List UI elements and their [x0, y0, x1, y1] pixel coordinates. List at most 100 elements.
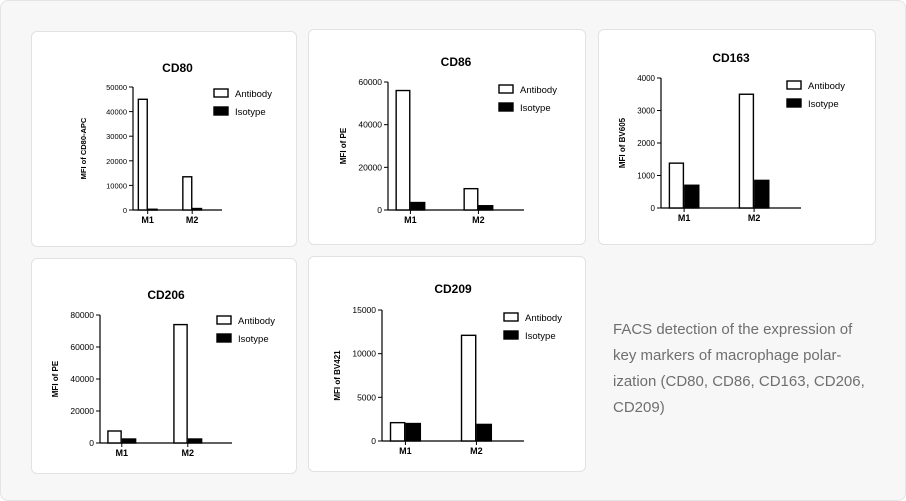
legend-label-isotype: Isotype [520, 103, 551, 114]
bar-chart-cd209: CD209 0 5000 10000 15000 MFI of BV421 M1 M2 Anti… [333, 282, 562, 456]
bar-isotype-m2 [478, 205, 494, 211]
bar-chart-cd206: CD206 0 20000 40000 60000 80000 MFI of PE M1 M2 A… [51, 288, 275, 458]
legend-label-antibody: Antibody [235, 89, 272, 100]
x-tick-label: M1 [404, 215, 417, 225]
y-tick-label: 0 [651, 204, 656, 213]
legend-label-isotype: Isotype [525, 331, 556, 342]
y-tick-label: 0 [371, 436, 376, 446]
chart-title: CD163 [712, 51, 750, 65]
y-tick-label: 40000 [358, 120, 382, 130]
legend-swatch-isotype [213, 106, 229, 116]
caption-line: FACS detection of the expression of [613, 321, 853, 338]
legend-swatch-antibody [216, 315, 232, 325]
x-tick-label: M2 [182, 448, 195, 458]
chart-title: CD209 [434, 282, 472, 296]
legend-swatch-isotype [498, 102, 514, 112]
x-tick-label: M2 [470, 446, 483, 456]
y-tick-label: 4000 [637, 74, 655, 83]
legend-label-isotype: Isotype [235, 107, 266, 118]
caption-line: CD209) [613, 399, 665, 416]
y-tick-label: 10000 [106, 181, 127, 190]
legend-swatch-antibody [213, 88, 229, 98]
bar-antibody-m1 [137, 98, 148, 211]
legend-swatch-antibody [786, 80, 802, 90]
bar-antibody-m1 [389, 421, 406, 442]
legend-label-antibody: Antibody [808, 81, 845, 92]
y-tick-label: 0 [377, 205, 382, 215]
legend-swatch-antibody [503, 312, 519, 322]
legend-label-antibody: Antibody [520, 85, 557, 96]
bar-isotype-m2 [754, 179, 770, 209]
bar-chart-cd86: CD86 0 20000 40000 60000 MFI of PE M1 M2 Antibod… [339, 55, 557, 225]
legend-label-antibody: Antibody [525, 313, 562, 324]
y-tick-label: 60000 [70, 342, 94, 352]
y-axis-label: MFI of CD80-APC [79, 117, 88, 179]
legend-swatch-isotype [503, 330, 519, 340]
y-tick-label: 60000 [358, 77, 382, 87]
bar-antibody-m2 [460, 334, 477, 442]
chart-card-cd86: CD86 0 20000 40000 60000 MFI of PE M1 M2 Antibod… [308, 29, 586, 245]
bar-antibody-m2 [738, 93, 755, 209]
y-axis-label: MFI of PE [339, 127, 348, 164]
chart-title: CD86 [441, 55, 472, 69]
x-tick-label: M2 [472, 215, 485, 225]
legend-label-isotype: Isotype [808, 99, 839, 110]
bar-isotype-m1 [410, 201, 426, 211]
y-tick-label: 20000 [106, 157, 127, 166]
y-tick-label: 80000 [70, 310, 94, 320]
bar-antibody-m2 [463, 187, 479, 211]
caption-line: ization (CD80, CD86, CD163, CD206, [613, 373, 865, 390]
bar-antibody-m1 [395, 89, 411, 211]
x-tick-label: M2 [186, 215, 199, 225]
y-tick-label: 20000 [70, 406, 94, 416]
y-tick-label: 5000 [357, 392, 376, 402]
bar-isotype-m1 [121, 438, 137, 444]
chart-card-cd80: CD80 0 10000 20000 30000 40000 50000 MFI of CD8… [31, 31, 297, 247]
x-tick-label: M1 [399, 446, 412, 456]
bar-isotype-m2 [187, 438, 203, 444]
bar-antibody-m2 [173, 323, 188, 444]
chart-card-cd163: CD163 0 1000 2000 3000 4000 MFI of BV605 M1 M2 An… [598, 29, 876, 245]
chart-card-cd206: CD206 0 20000 40000 60000 80000 MFI of PE M1 M2 A… [31, 258, 297, 474]
caption-line: key markers of macrophage polar- [613, 347, 842, 364]
y-tick-label: 0 [123, 206, 127, 215]
y-tick-label: 10000 [352, 349, 376, 359]
chart-card-cd209: CD209 0 5000 10000 15000 MFI of BV421 M1 M2 Anti… [308, 256, 586, 472]
figure-caption: FACS detection of the expression of key … [613, 317, 885, 421]
y-tick-label: 15000 [352, 305, 376, 315]
bar-antibody-m1 [107, 430, 122, 444]
bar-antibody-m1 [668, 162, 685, 209]
y-axis-label: MFI of PE [51, 360, 60, 397]
bar-isotype-m2 [191, 207, 203, 211]
bar-chart-cd163: CD163 0 1000 2000 3000 4000 MFI of BV605 M1 M2 An… [618, 51, 845, 223]
bar-chart-cd80: CD80 0 10000 20000 30000 40000 50000 MFI of CD8… [79, 61, 272, 225]
chart-title: CD80 [162, 61, 193, 75]
y-tick-label: 3000 [637, 107, 655, 116]
bar-isotype-m1 [147, 208, 158, 211]
x-tick-label: M2 [748, 213, 761, 223]
legend-swatch-isotype [216, 333, 232, 343]
legend-label-isotype: Isotype [238, 334, 269, 345]
y-tick-label: 40000 [70, 374, 94, 384]
legend-swatch-antibody [498, 84, 514, 94]
x-tick-label: M1 [141, 215, 154, 225]
bar-isotype-m1 [405, 422, 422, 442]
y-tick-label: 20000 [358, 162, 382, 172]
y-tick-label: 40000 [106, 108, 127, 117]
x-tick-label: M1 [116, 448, 129, 458]
y-tick-label: 30000 [106, 132, 127, 141]
bar-antibody-m2 [182, 176, 193, 211]
y-tick-label: 0 [89, 438, 94, 448]
legend-label-antibody: Antibody [238, 316, 275, 327]
y-axis-label: MFI of BV421 [333, 350, 342, 401]
bar-isotype-m2 [476, 423, 493, 442]
x-tick-label: M1 [678, 213, 691, 223]
bar-isotype-m1 [684, 184, 700, 209]
y-tick-label: 1000 [637, 172, 655, 181]
y-axis-label: MFI of BV605 [618, 117, 627, 168]
legend-swatch-isotype [786, 98, 802, 108]
chart-title: CD206 [147, 288, 185, 302]
y-tick-label: 50000 [106, 83, 127, 92]
y-tick-label: 2000 [637, 139, 655, 148]
